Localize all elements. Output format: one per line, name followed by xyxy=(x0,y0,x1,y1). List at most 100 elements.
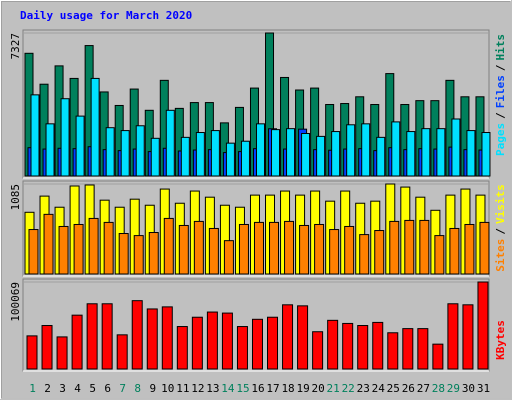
x-tick-label: 4 xyxy=(74,382,81,395)
bar xyxy=(376,136,386,177)
x-tick-label: 29 xyxy=(447,382,460,395)
bar xyxy=(447,303,459,370)
bar xyxy=(282,304,294,370)
bar xyxy=(118,233,129,275)
bar xyxy=(223,240,234,275)
x-tick-label: 1 xyxy=(29,382,36,395)
x-tick-label: 6 xyxy=(104,382,111,395)
bar xyxy=(432,343,444,370)
bar xyxy=(163,217,174,275)
x-tick-label: 5 xyxy=(89,382,96,395)
bar xyxy=(240,140,250,177)
bar xyxy=(402,328,414,370)
bar xyxy=(477,281,489,370)
bar xyxy=(135,125,145,177)
bar xyxy=(206,311,218,370)
bar xyxy=(146,308,158,370)
bar xyxy=(28,229,39,275)
bar xyxy=(253,221,264,275)
bar xyxy=(346,124,356,177)
bar xyxy=(331,131,341,177)
bar xyxy=(101,303,113,370)
bar xyxy=(342,322,354,370)
bar xyxy=(299,224,310,275)
x-tick-label: 23 xyxy=(357,382,370,395)
bar xyxy=(406,131,416,177)
bar xyxy=(267,316,279,370)
bar xyxy=(191,316,203,370)
x-tick-label: 11 xyxy=(176,382,189,395)
bar xyxy=(161,306,173,370)
bar xyxy=(481,132,491,177)
bar xyxy=(221,312,233,370)
legend: KBytes xyxy=(494,320,507,360)
bar xyxy=(374,230,385,275)
bar xyxy=(297,305,309,370)
x-tick-label: 19 xyxy=(296,382,309,395)
bar xyxy=(88,217,99,275)
y-tick-label: 1085 xyxy=(9,184,22,211)
x-tick-label: 13 xyxy=(206,382,219,395)
bar xyxy=(30,94,40,177)
bar xyxy=(90,77,100,177)
bar xyxy=(41,325,53,370)
bar xyxy=(479,221,490,275)
x-tick-label: 18 xyxy=(281,382,294,395)
bar xyxy=(73,223,84,275)
bar xyxy=(361,123,371,177)
legend-entry: Pages xyxy=(494,123,507,156)
x-tick-label: 20 xyxy=(312,382,325,395)
bar xyxy=(103,221,114,275)
bar xyxy=(75,115,85,177)
legend-entry: Files xyxy=(494,75,507,108)
bar xyxy=(236,326,248,370)
legend-separator: / xyxy=(494,64,507,71)
legend-entry: Sites xyxy=(494,239,507,272)
legend-entry: KBytes xyxy=(494,320,507,360)
x-tick-label: 10 xyxy=(161,382,174,395)
x-tick-label: 26 xyxy=(402,382,415,395)
x-tick-label: 9 xyxy=(149,382,156,395)
bar xyxy=(271,129,281,177)
x-tick-label: 31 xyxy=(477,382,490,395)
x-tick-label: 15 xyxy=(236,382,249,395)
legend-entry: Hits xyxy=(494,34,507,61)
bar xyxy=(329,229,340,275)
x-tick-label: 3 xyxy=(59,382,66,395)
bar xyxy=(255,123,265,177)
bar xyxy=(176,326,188,370)
bar xyxy=(116,334,128,370)
bar xyxy=(344,225,355,275)
legend-entry: Visits xyxy=(494,184,507,224)
bar xyxy=(462,304,474,370)
bar xyxy=(421,128,431,177)
bar xyxy=(238,223,249,275)
bar xyxy=(86,303,98,370)
bar xyxy=(357,325,369,370)
bar xyxy=(225,142,235,177)
bar xyxy=(105,127,115,177)
x-tick-label: 27 xyxy=(417,382,430,395)
bar xyxy=(269,221,280,275)
bar xyxy=(45,123,55,177)
bar xyxy=(391,121,401,177)
bar xyxy=(148,232,159,275)
x-tick-label: 28 xyxy=(432,382,445,395)
bar xyxy=(180,136,190,177)
x-tick-label: 14 xyxy=(221,382,235,395)
x-tick-label: 25 xyxy=(387,382,400,395)
x-tick-label: 17 xyxy=(266,382,279,395)
bar xyxy=(131,300,143,370)
x-tick-label: 16 xyxy=(251,382,264,395)
bar xyxy=(312,331,324,370)
bar xyxy=(284,220,295,275)
bar xyxy=(327,319,339,370)
bar xyxy=(389,220,400,275)
legend: Pages / Files / Hits xyxy=(494,34,507,156)
legend: Sites / Visits xyxy=(494,184,507,272)
bar xyxy=(286,128,296,177)
bar xyxy=(43,213,54,275)
bar xyxy=(372,321,384,370)
bar xyxy=(301,132,311,177)
